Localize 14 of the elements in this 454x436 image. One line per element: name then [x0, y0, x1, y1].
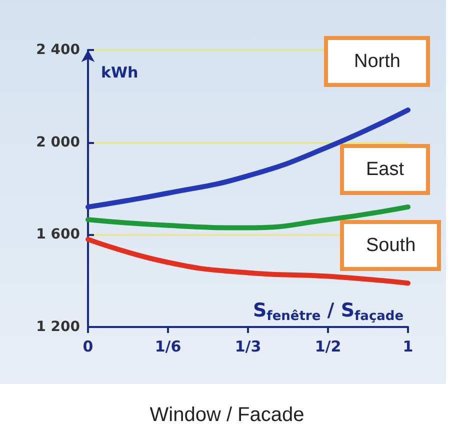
series-label: South	[366, 235, 416, 256]
x-tick-label: 1/2	[314, 338, 342, 356]
y-tick-label: 1 200	[36, 319, 80, 335]
text: North	[354, 51, 400, 72]
y-tick-label: 2 000	[36, 134, 80, 150]
x-tick-label: 0	[82, 338, 94, 356]
x-tick-label: 1/3	[234, 338, 262, 356]
x-tick-label: 1/6	[154, 338, 182, 356]
y-tick-label: 2 400	[36, 42, 80, 58]
series-label: East	[366, 159, 405, 180]
text: Window / Facade	[150, 404, 304, 426]
y-axis-title: kWh	[101, 64, 138, 82]
y-tick-label: 1 600	[36, 226, 80, 243]
x-tick-label: 1	[402, 338, 414, 356]
